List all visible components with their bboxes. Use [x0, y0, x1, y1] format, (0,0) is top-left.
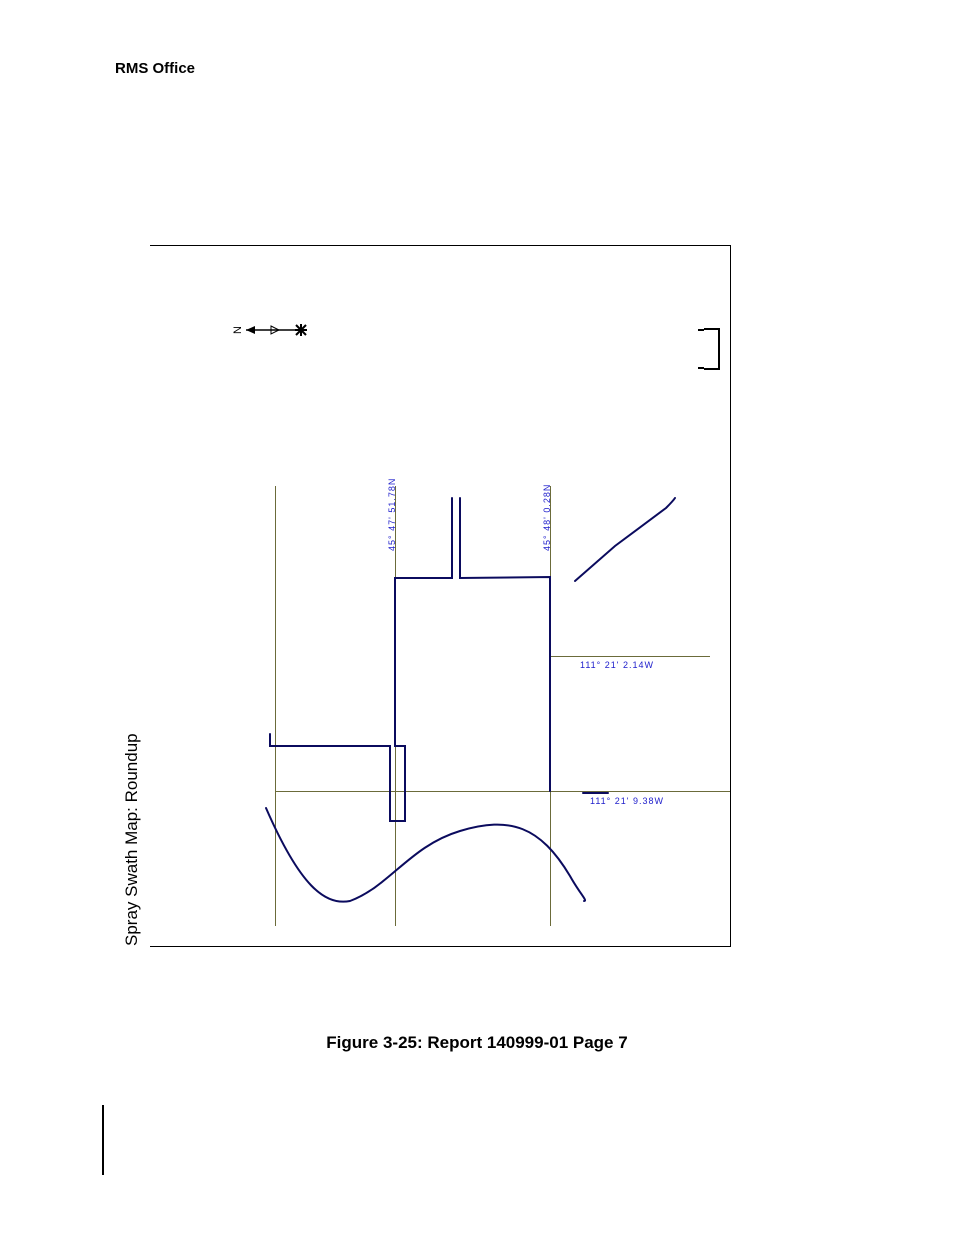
swath-path: [270, 498, 452, 821]
map-title: Spray Swath Map: Roundup: [122, 733, 142, 946]
swath-path: [266, 808, 585, 902]
document-page: RMS Office Spray Swath Map: Roundup N: [0, 0, 954, 1235]
swath-path: [575, 498, 675, 581]
figure-caption: Figure 3-25: Report 140999-01 Page 7: [0, 1033, 954, 1053]
margin-mark: [102, 1105, 104, 1175]
swath-path-layer: [150, 246, 730, 946]
map-figure: Spray Swath Map: Roundup N: [150, 245, 731, 947]
page-header: RMS Office: [115, 60, 195, 77]
swath-path: [460, 498, 550, 791]
